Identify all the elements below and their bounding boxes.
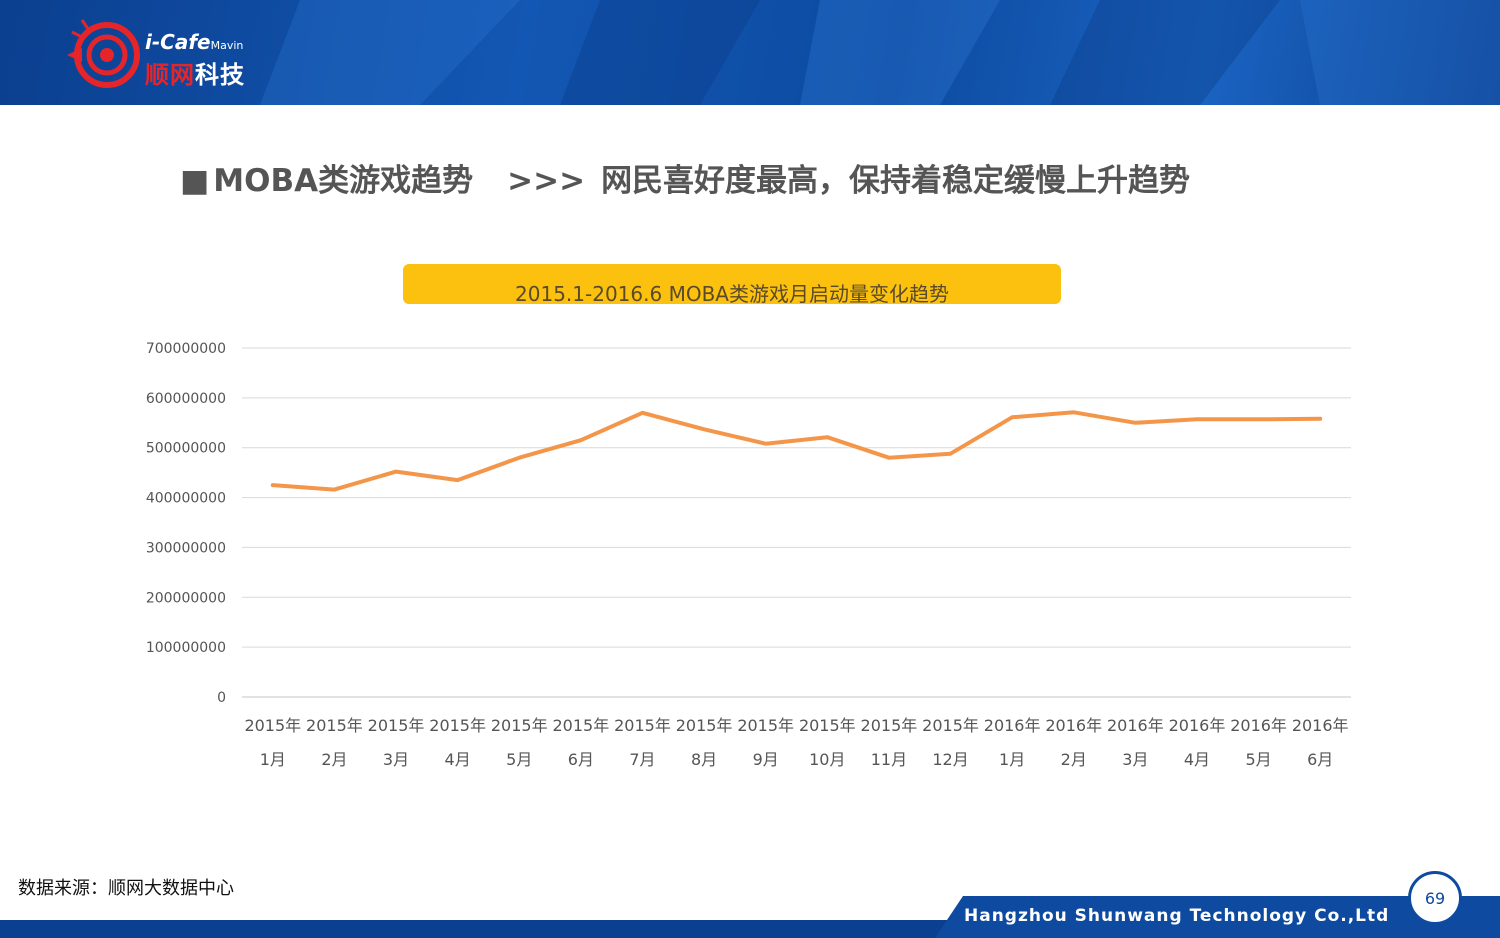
x-tick-label-year: 2016年 xyxy=(1292,716,1349,735)
logo-text-cn: 顺网科技 xyxy=(145,60,245,89)
header-pattern xyxy=(260,0,1500,105)
x-tick-label-year: 2015年 xyxy=(676,716,733,735)
y-axis: 0 100000000 200000000 300000000 400000000 500… xyxy=(146,341,226,706)
title-bullet: ■ xyxy=(180,163,210,199)
chart-grid xyxy=(242,347,1351,698)
x-tick-label-year: 2015年 xyxy=(244,716,301,735)
page-number: 69 xyxy=(1408,871,1462,925)
x-tick-label-year: 2016年 xyxy=(1045,716,1102,735)
x-tick-label-year: 2016年 xyxy=(1107,716,1164,735)
footer-company-name: Hangzhou Shunwang Technology Co.,Ltd xyxy=(964,906,1390,926)
x-tick-label-year: 2016年 xyxy=(1230,716,1287,735)
x-tick-label-year: 2016年 xyxy=(1169,716,1226,735)
x-tick-label-year: 2016年 xyxy=(984,716,1041,735)
slide-title: ■ MOBA类游戏趋势 >>> 网民喜好度最高，保持着稳定缓慢上升趋势 xyxy=(180,155,1190,199)
x-tick-label-year: 2015年 xyxy=(922,716,979,735)
x-tick-label-month: 6月 xyxy=(1307,750,1333,769)
x-tick-label-year: 2015年 xyxy=(552,716,609,735)
x-tick-label-month: 8月 xyxy=(691,750,717,769)
x-tick-label-year: 2015年 xyxy=(491,716,548,735)
x-tick-label-month: 3月 xyxy=(383,750,409,769)
x-tick-label-month: 11月 xyxy=(871,750,907,769)
y-tick-label: 600000000 xyxy=(146,391,226,407)
logo-text-en: i-CafeMavin xyxy=(145,30,244,54)
x-tick-label-month: 12月 xyxy=(932,750,968,769)
y-tick-label: 200000000 xyxy=(146,590,226,606)
y-tick-label: 400000000 xyxy=(146,491,226,507)
x-tick-label-month: 6月 xyxy=(568,750,594,769)
x-tick-label-month: 1月 xyxy=(260,750,286,769)
y-tick-label: 0 xyxy=(217,690,226,706)
company-logo xyxy=(62,10,292,90)
chart-title: 2015.1-2016.6 MOBA类游戏月启动量变化趋势 xyxy=(515,282,949,304)
x-tick-label-month: 4月 xyxy=(445,750,471,769)
title-sub: 网民喜好度最高，保持着稳定缓慢上升趋势 xyxy=(601,163,1191,199)
x-tick-label-year: 2015年 xyxy=(737,716,794,735)
footer-tab xyxy=(935,896,1500,938)
x-tick-label-month: 1月 xyxy=(999,750,1025,769)
title-arrow: >>> xyxy=(507,163,586,199)
x-axis: 2015年 1月 2015年 2月 2015年 3月 2015年 4月 2015年 5月 2015年… xyxy=(244,716,1348,769)
x-tick-label-month: 4月 xyxy=(1184,750,1210,769)
y-tick-label: 700000000 xyxy=(146,341,226,357)
data-source-note: 数据来源：顺网大数据中心 xyxy=(18,878,234,899)
x-tick-label-year: 2015年 xyxy=(799,716,856,735)
chart-title-pill: 2015.1-2016.6 MOBA类游戏月启动量变化趋势 xyxy=(403,264,1061,304)
x-tick-label-month: 3月 xyxy=(1122,750,1148,769)
chart-series xyxy=(270,410,1323,492)
y-tick-label: 500000000 xyxy=(146,441,226,457)
x-tick-label-year: 2015年 xyxy=(861,716,918,735)
x-tick-label-month: 2月 xyxy=(1061,750,1087,769)
title-main: MOBA类游戏趋势 xyxy=(213,163,474,199)
x-tick-label-month: 10月 xyxy=(809,750,845,769)
x-tick-label-year: 2015年 xyxy=(368,716,425,735)
series-line xyxy=(270,410,1323,492)
x-tick-label-month: 2月 xyxy=(321,750,347,769)
y-tick-label: 100000000 xyxy=(146,640,226,656)
x-tick-label-year: 2015年 xyxy=(306,716,363,735)
x-tick-label-month: 7月 xyxy=(629,750,655,769)
header-banner: i-CafeMavin 顺网科技 xyxy=(0,0,1500,105)
x-tick-label-month: 5月 xyxy=(1245,750,1271,769)
y-tick-label: 300000000 xyxy=(146,540,226,556)
x-tick-label-year: 2015年 xyxy=(614,716,671,735)
x-tick-label-year: 2015年 xyxy=(429,716,486,735)
x-tick-label-month: 9月 xyxy=(753,750,779,769)
x-tick-label-month: 5月 xyxy=(506,750,532,769)
target-logo-icon xyxy=(67,19,140,88)
